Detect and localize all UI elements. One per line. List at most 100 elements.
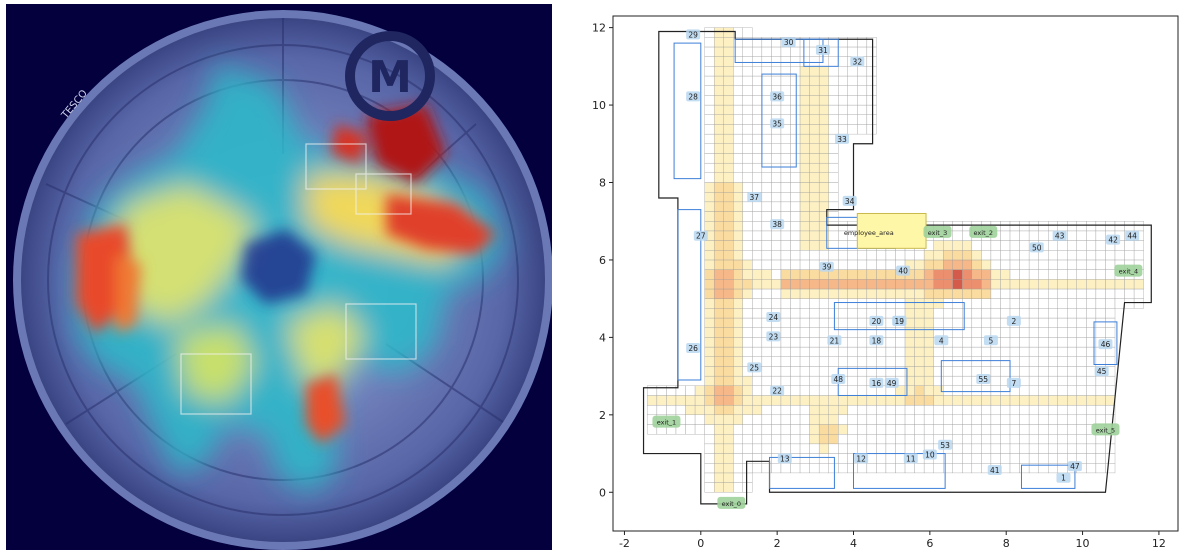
heat-cell [799, 75, 810, 86]
heat-cell [1067, 356, 1078, 367]
heat-cell [713, 37, 724, 48]
room-label-bg [747, 191, 762, 202]
heat-cell [818, 434, 829, 445]
heat-cell [1048, 250, 1058, 261]
heat-cell [799, 46, 810, 57]
heat-cell [981, 308, 992, 319]
heat-cell [733, 472, 743, 483]
heat-cell [799, 95, 810, 106]
heat-cell [828, 192, 839, 203]
x-tick-label: 10 [1076, 537, 1090, 550]
heat-cell [752, 298, 763, 309]
room-label-group: 37 [747, 191, 762, 202]
heat-cell [790, 375, 801, 386]
heat-cell [818, 104, 829, 115]
heat-cell [990, 356, 1001, 367]
y-tick-label: 4 [599, 331, 606, 344]
heat-cell [1000, 240, 1011, 251]
heat-cell [771, 463, 782, 474]
heat-cell [1019, 443, 1030, 454]
heat-cell [952, 259, 963, 270]
room-label-group: 46 [1098, 339, 1113, 350]
heat-cell [704, 201, 715, 212]
heat-cell [790, 337, 801, 348]
heat-cell [809, 414, 820, 425]
heat-cell [923, 463, 934, 474]
heat-cell [752, 463, 763, 474]
heat-cell [704, 153, 715, 164]
heat-cell [1057, 424, 1068, 435]
heat-cell [990, 308, 1001, 319]
room-label-bg [922, 449, 937, 460]
heat-cell [828, 230, 839, 241]
heat-cell [780, 317, 791, 328]
heat-cell [742, 424, 753, 435]
heat-cell [799, 443, 810, 454]
heat-cell [761, 75, 772, 86]
x-tick-label: -2 [619, 537, 630, 550]
heat-cell [838, 279, 848, 290]
heat-cell [809, 356, 820, 367]
heat-cell [1086, 414, 1097, 425]
heat-cell [885, 463, 896, 474]
heat-cell [962, 385, 973, 396]
heat-cell [1028, 230, 1039, 241]
heat-cell [971, 259, 982, 270]
heat-cell [799, 279, 810, 290]
heat-cell [847, 356, 858, 367]
heat-cell [1048, 434, 1058, 445]
heat-cell [809, 230, 820, 241]
heat-cell [838, 463, 848, 474]
heat-cell [694, 424, 705, 435]
heat-cell [780, 404, 791, 416]
heat-cell [1124, 221, 1135, 232]
heat-cell [962, 404, 973, 416]
heat-cell [733, 346, 743, 357]
heat-cell [713, 66, 724, 77]
heat-cell [809, 95, 820, 106]
heat-cell [990, 434, 1001, 445]
heat-cell [1048, 269, 1058, 280]
heat-cell [771, 443, 782, 454]
heat-cell [990, 269, 1001, 280]
room-label-group: 25 [747, 362, 762, 373]
heat-cell [752, 104, 763, 115]
heat-cell [1038, 346, 1049, 357]
heat-cell [761, 201, 772, 212]
heat-cell [981, 259, 992, 270]
heat-cell [876, 288, 887, 299]
heat-cell [1086, 366, 1097, 377]
heat-cell [1086, 230, 1097, 241]
heat-cell [780, 104, 791, 115]
heat-cell [885, 356, 896, 367]
heat-cell [828, 356, 839, 367]
heat-cell [752, 250, 763, 261]
heat-cell [713, 46, 724, 57]
heat-cell [752, 414, 763, 425]
heat-cell [733, 162, 743, 173]
heat-cell [1009, 298, 1020, 309]
heat-cell [1000, 434, 1011, 445]
room-label-group: 48 [831, 373, 846, 384]
heat-cell [752, 259, 763, 270]
heat-cell [962, 337, 973, 348]
heat-cell [790, 75, 801, 86]
heat-cell [713, 133, 724, 144]
room-label-group: 28 [686, 91, 701, 102]
heat-cell [923, 404, 934, 416]
heat-cell [713, 404, 724, 416]
heat-cell [914, 288, 925, 299]
heat-cell [742, 308, 753, 319]
heat-cell [828, 463, 839, 474]
heat-cell [1057, 327, 1068, 338]
heat-cell [990, 317, 1001, 328]
heat-cell [828, 453, 839, 464]
heat-cell [742, 230, 753, 241]
heat-cell [1000, 366, 1011, 377]
heat-cell [733, 288, 743, 299]
room-label-bg [781, 37, 796, 48]
heat-cell [733, 269, 743, 280]
heat-cell [790, 346, 801, 357]
heat-cell [904, 250, 915, 261]
heat-cell [818, 66, 829, 77]
